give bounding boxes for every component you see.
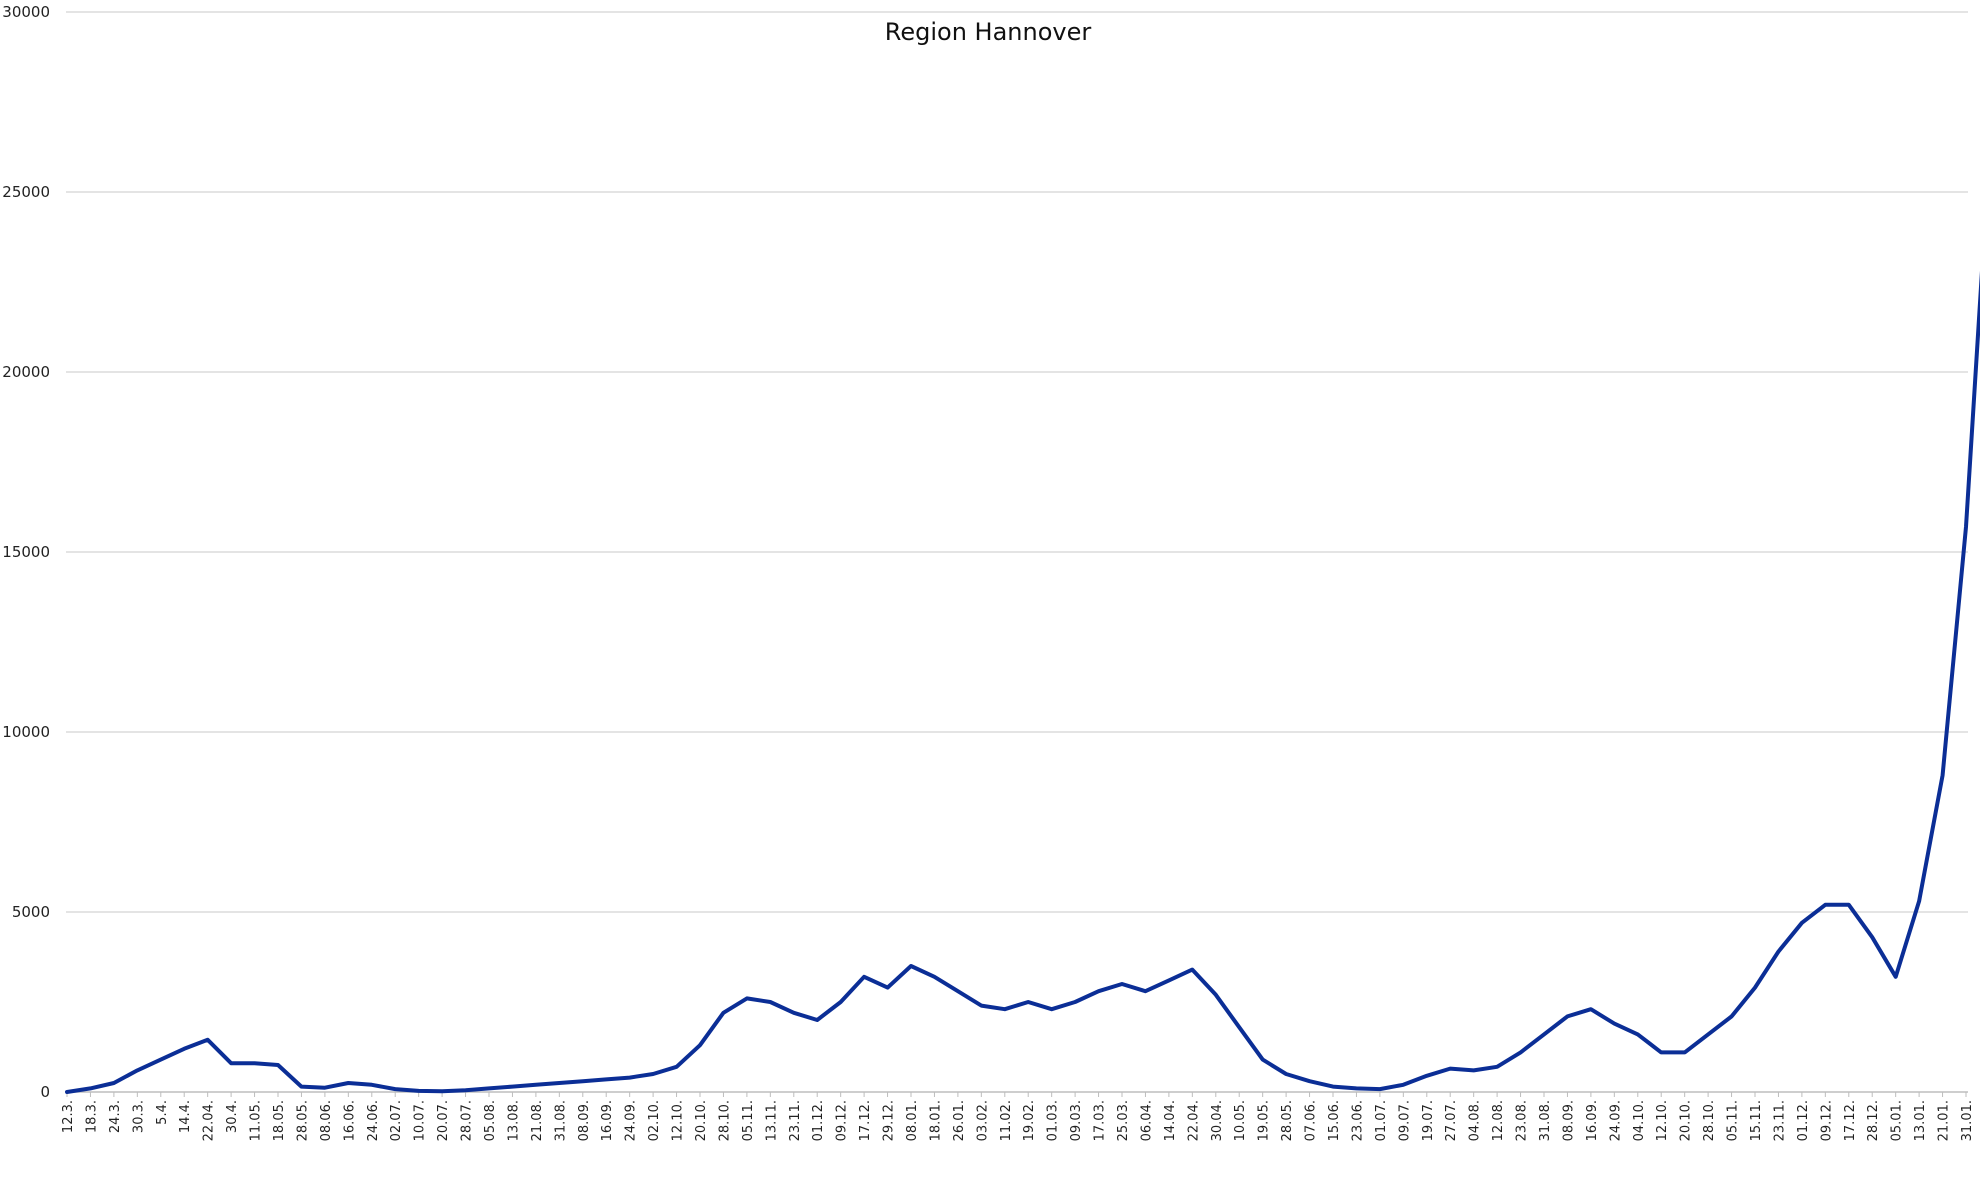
- x-tick-label: 01.03.: [1046, 1100, 1061, 1141]
- x-tick-label: 12.3.: [61, 1100, 76, 1133]
- x-tick-label: 11.05.: [249, 1100, 264, 1141]
- x-tick-label: 24.09.: [624, 1100, 639, 1141]
- x-tick-label: 23.11.: [1772, 1100, 1787, 1141]
- x-tick-label: 29.12.: [882, 1100, 897, 1141]
- x-tick-label: 26.01.: [952, 1100, 967, 1141]
- x-tick-label: 08.09.: [1561, 1100, 1576, 1141]
- x-tick-label: 03.02.: [975, 1100, 990, 1141]
- x-tick-label: 09.03.: [1069, 1100, 1084, 1141]
- x-tick-label: 13.11.: [764, 1100, 779, 1141]
- x-tick-label: 15.11.: [1749, 1100, 1764, 1141]
- x-tick-label: 17.03.: [1093, 1100, 1108, 1141]
- x-tick-label: 28.10.: [717, 1100, 732, 1141]
- x-tick-label: 15.06.: [1327, 1100, 1342, 1141]
- x-tick-label: 02.07.: [389, 1100, 404, 1141]
- x-tick-label: 18.05.: [272, 1100, 287, 1141]
- x-tick-label: 22.04.: [202, 1100, 217, 1141]
- x-tick-label: 23.11.: [788, 1100, 803, 1141]
- x-tick-label: 23.08.: [1515, 1100, 1530, 1141]
- x-tick-label: 14.4.: [178, 1100, 193, 1133]
- x-tick-label: 24.3.: [108, 1100, 123, 1133]
- x-tick-label: 21.08.: [530, 1100, 545, 1141]
- x-tick-label: 17.12.: [1843, 1100, 1858, 1141]
- x-tick-label: 05.01.: [1890, 1100, 1905, 1141]
- x-tick-label: 20.07.: [436, 1100, 451, 1141]
- series-line-0: [65, 270, 1980, 1094]
- x-tick-label: 31.08.: [1538, 1100, 1553, 1141]
- x-tick-label: 28.12.: [1866, 1100, 1881, 1141]
- x-tick-label: 23.06.: [1350, 1100, 1365, 1141]
- x-tick-label: 19.07.: [1421, 1100, 1436, 1141]
- x-tick-label: 01.12.: [811, 1100, 826, 1141]
- x-tick-label: 18.01.: [928, 1100, 943, 1141]
- x-tick-label: 27.07.: [1444, 1100, 1459, 1141]
- y-tick-label: 15000: [2, 543, 50, 561]
- x-tick-label: 11.02.: [999, 1100, 1014, 1141]
- x-tick-label: 13.08.: [506, 1100, 521, 1141]
- x-tick-label: 24.06.: [366, 1100, 381, 1141]
- chart-title: Region Hannover: [885, 18, 1092, 46]
- x-tick-label: 20.10.: [1679, 1100, 1694, 1141]
- x-tick-label: 28.05.: [1280, 1100, 1295, 1141]
- x-tick-label: 09.07.: [1397, 1100, 1412, 1141]
- x-tick-label: 07.06.: [1304, 1100, 1319, 1141]
- y-axis-ticks: 0 5000 10000 15000 20000 25000 30000: [2, 3, 50, 1101]
- x-tick-label: 28.07.: [460, 1100, 475, 1141]
- x-tick-label: 30.04.: [1210, 1100, 1225, 1141]
- y-tick-label: 20000: [2, 363, 50, 381]
- x-tick-label: 16.09.: [1585, 1100, 1600, 1141]
- x-tick-label: 25.03.: [1116, 1100, 1131, 1141]
- x-tick-label: 06.04.: [1139, 1100, 1154, 1141]
- x-tick-label: 28.05.: [295, 1100, 310, 1141]
- x-tick-label: 08.06.: [319, 1100, 334, 1141]
- x-tick-label: 10.05.: [1233, 1100, 1248, 1141]
- x-tick-label: 18.3.: [84, 1100, 99, 1133]
- x-tick-label: 09.12.: [1819, 1100, 1834, 1141]
- grid-layer: [66, 11, 1968, 1093]
- y-tick-label: 30000: [2, 3, 50, 21]
- x-axis-ticks: 12.3. 18.3. 24.3. 30.3. 5.4. 14.4. 22.04. 30.4.…: [61, 1092, 1975, 1141]
- x-tick-label: 22.04.: [1186, 1100, 1201, 1141]
- x-tick-label: 31.01.: [1960, 1100, 1975, 1141]
- y-tick-label: 5000: [12, 903, 50, 921]
- x-tick-label: 17.12.: [858, 1100, 873, 1141]
- series-layer: [65, 270, 1980, 1094]
- x-tick-label: 13.01.: [1913, 1100, 1928, 1141]
- x-tick-label: 12.10.: [1655, 1100, 1670, 1141]
- x-tick-label: 08.09.: [577, 1100, 592, 1141]
- x-tick-label: 12.10.: [671, 1100, 686, 1141]
- x-tick-label: 09.12.: [835, 1100, 850, 1141]
- x-tick-label: 31.08.: [553, 1100, 568, 1141]
- x-tick-label: 21.01.: [1937, 1100, 1952, 1141]
- x-tick-label: 05.08.: [483, 1100, 498, 1141]
- x-tick-label: 5.4.: [155, 1100, 170, 1125]
- y-tick-label: 10000: [2, 723, 50, 741]
- x-tick-label: 05.11.: [1726, 1100, 1741, 1141]
- x-tick-label: 30.4.: [225, 1100, 240, 1133]
- y-tick-label: 25000: [2, 183, 50, 201]
- x-tick-label: 10.07.: [413, 1100, 428, 1141]
- y-tick-label: 0: [40, 1083, 50, 1101]
- x-tick-label: 02.10.: [647, 1100, 662, 1141]
- x-tick-label: 16.06.: [342, 1100, 357, 1141]
- x-tick-label: 24.09.: [1608, 1100, 1623, 1141]
- x-tick-label: 05.11.: [741, 1100, 756, 1141]
- x-tick-label: 14.04.: [1163, 1100, 1178, 1141]
- x-tick-label: 01.12.: [1796, 1100, 1811, 1141]
- x-tick-label: 20.10.: [694, 1100, 709, 1141]
- x-tick-label: 08.01.: [905, 1100, 920, 1141]
- x-tick-label: 04.08.: [1468, 1100, 1483, 1141]
- x-tick-label: 04.10.: [1632, 1100, 1647, 1141]
- x-tick-label: 16.09.: [600, 1100, 615, 1141]
- x-tick-label: 12.08.: [1491, 1100, 1506, 1141]
- x-tick-label: 19.02.: [1022, 1100, 1037, 1141]
- x-tick-label: 19.05.: [1257, 1100, 1272, 1141]
- x-tick-label: 28.10.: [1702, 1100, 1717, 1141]
- x-tick-label: 30.3.: [131, 1100, 146, 1133]
- x-tick-label: 01.07.: [1374, 1100, 1389, 1141]
